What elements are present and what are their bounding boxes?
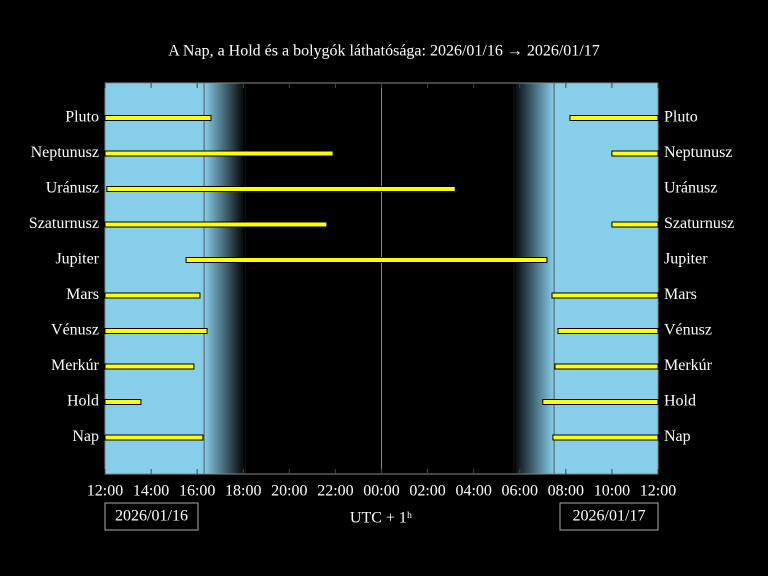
visibility-bar bbox=[569, 115, 659, 121]
visibility-bar bbox=[611, 221, 659, 228]
visibility-bar bbox=[104, 363, 195, 370]
visibility-bar bbox=[104, 292, 201, 299]
row-label: Vénusz bbox=[51, 322, 99, 339]
x-tick-label: 18:00 bbox=[225, 483, 261, 500]
row-label: Merkúr bbox=[664, 357, 713, 374]
row-label: Nap bbox=[664, 428, 691, 445]
row-label: Neptunusz bbox=[31, 144, 99, 161]
visibility-bar bbox=[104, 399, 142, 405]
row-label: Uránusz bbox=[46, 180, 99, 197]
row-label: Szaturnusz bbox=[29, 215, 99, 232]
x-tick-label: 14:00 bbox=[133, 483, 169, 500]
row-label: Nap bbox=[72, 428, 99, 445]
x-tick-label: 22:00 bbox=[317, 483, 353, 500]
row-label: Pluto bbox=[664, 109, 698, 126]
visibility-bar bbox=[104, 328, 208, 334]
row-label: Vénusz bbox=[664, 322, 712, 339]
date-label: 2026/01/16 bbox=[115, 508, 188, 525]
date-box bbox=[104, 502, 199, 531]
row-label: Mars bbox=[66, 286, 99, 303]
row-label: Hold bbox=[67, 393, 99, 410]
x-tick-label: 04:00 bbox=[455, 483, 491, 500]
x-tick-label: 16:00 bbox=[179, 483, 215, 500]
x-tick-label: 10:00 bbox=[594, 483, 630, 500]
chart-title: A Nap, a Hold és a bolygók láthatósága: … bbox=[168, 43, 600, 60]
x-tick-label: 20:00 bbox=[271, 483, 307, 500]
row-label: Mars bbox=[664, 286, 697, 303]
row-label: Neptunusz bbox=[664, 144, 732, 161]
row-label: Szaturnusz bbox=[664, 215, 734, 232]
visibility-bar bbox=[104, 115, 212, 121]
x-axis-label: UTC + 1ʰ bbox=[350, 510, 412, 527]
row-label: Uránusz bbox=[664, 180, 717, 197]
date-box bbox=[559, 502, 659, 531]
visibility-bar bbox=[104, 150, 334, 157]
dusk bbox=[204, 83, 246, 474]
x-tick-label: 02:00 bbox=[409, 483, 445, 500]
visibility-bar bbox=[552, 434, 659, 441]
visibility-bar bbox=[551, 292, 659, 299]
x-tick-label: 08:00 bbox=[548, 483, 584, 500]
date-label: 2026/01/17 bbox=[573, 508, 646, 525]
visibility-bar bbox=[185, 257, 548, 263]
row-label: Hold bbox=[664, 393, 696, 410]
row-label: Merkúr bbox=[51, 357, 100, 374]
x-tick-label: 12:00 bbox=[640, 483, 676, 500]
visibility-bar bbox=[611, 150, 659, 157]
visibility-bar bbox=[557, 328, 659, 334]
visibility-bar bbox=[104, 221, 328, 228]
visibility-bar bbox=[106, 186, 456, 192]
x-tick-label: 12:00 bbox=[87, 483, 123, 500]
row-label: Jupiter bbox=[55, 251, 99, 268]
x-tick-label: 00:00 bbox=[363, 483, 399, 500]
dawn bbox=[513, 83, 555, 474]
row-label: Jupiter bbox=[664, 251, 708, 268]
visibility-bar bbox=[542, 399, 659, 405]
x-tick-label: 06:00 bbox=[502, 483, 538, 500]
row-label: Pluto bbox=[65, 109, 99, 126]
visibility-bar bbox=[554, 363, 659, 370]
night bbox=[245, 83, 514, 474]
visibility-bar bbox=[104, 434, 204, 441]
